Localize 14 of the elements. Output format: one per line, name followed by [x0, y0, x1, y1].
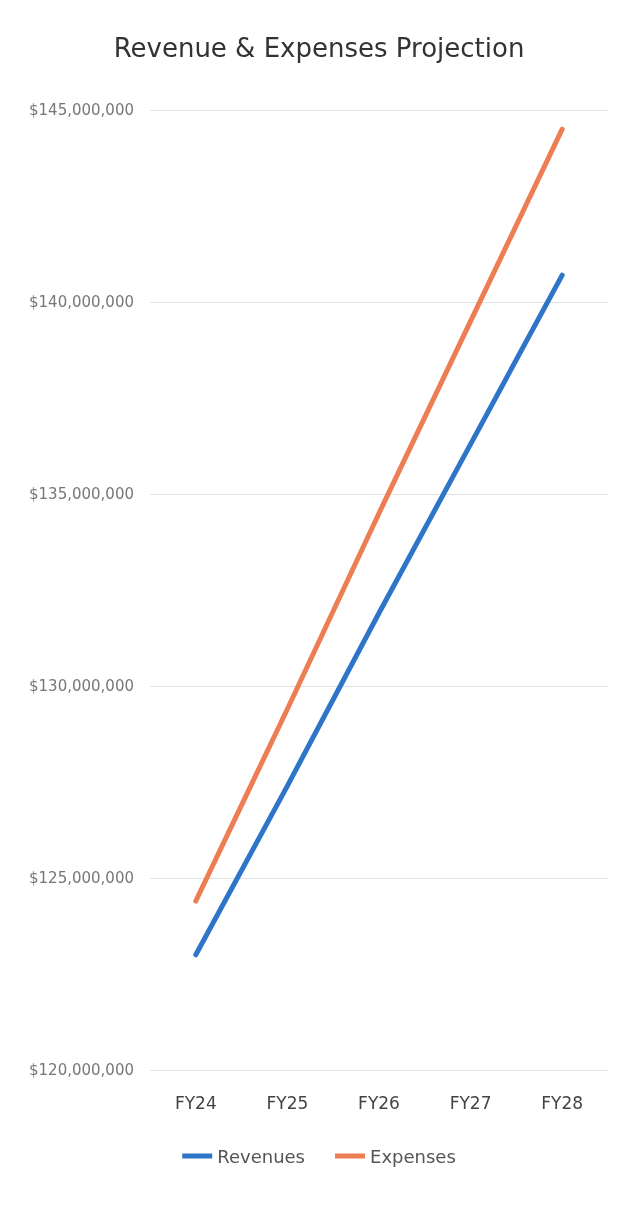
y-tick-label: $135,000,000: [29, 485, 134, 503]
y-tick-label: $140,000,000: [29, 293, 134, 311]
legend-label: Revenues: [217, 1145, 306, 1167]
x-tick-label: FY24: [174, 1092, 217, 1113]
x-tick-label: FY25: [266, 1092, 309, 1113]
x-tick-label: FY28: [541, 1092, 584, 1113]
y-tick-label: $130,000,000: [29, 677, 134, 695]
y-tick-label: $120,000,000: [29, 1061, 134, 1079]
y-tick-label: $145,000,000: [29, 101, 134, 119]
y-tick-label: $125,000,000: [29, 869, 134, 887]
chart-title: Revenue & Expenses Projection: [113, 33, 525, 63]
legend-label: Expenses: [370, 1145, 456, 1167]
x-tick-label: FY26: [358, 1092, 400, 1113]
x-tick-label: FY27: [449, 1092, 492, 1113]
